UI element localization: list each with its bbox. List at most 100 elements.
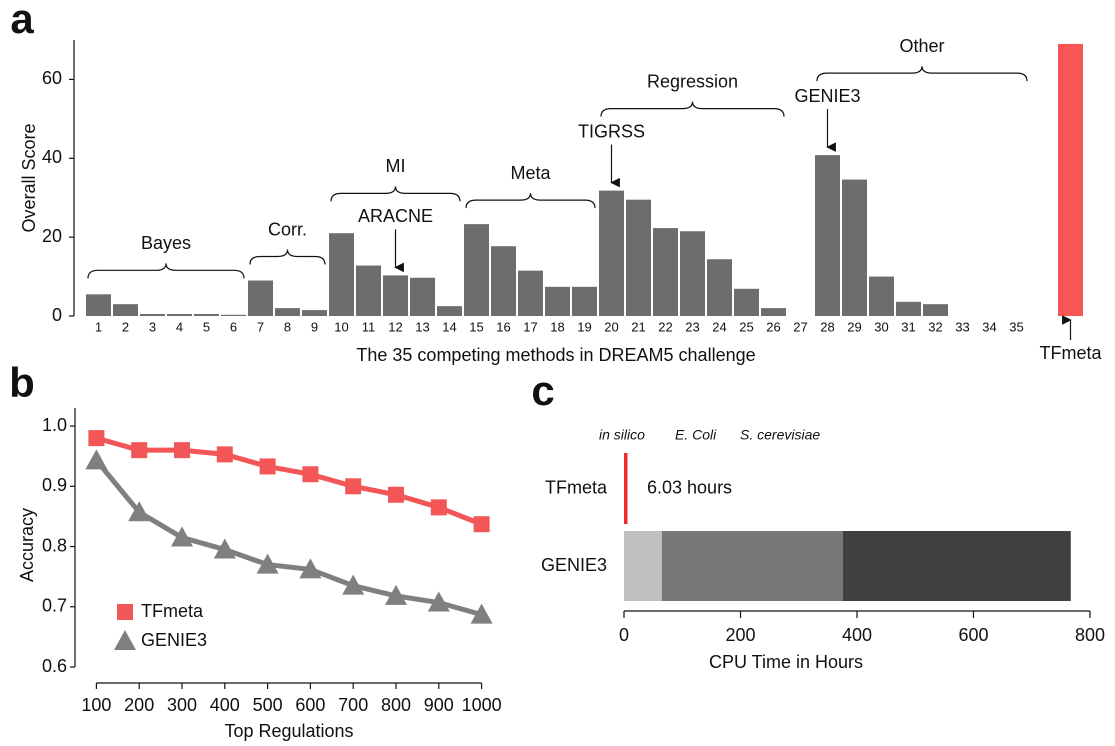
marker [302, 466, 319, 483]
bar [194, 314, 219, 316]
bar [869, 276, 894, 316]
bar [437, 306, 462, 316]
bar [275, 308, 300, 316]
series-line [94, 458, 483, 618]
marker [256, 553, 279, 574]
x-tick-label: 200 [124, 695, 154, 715]
group-bracket [600, 101, 785, 117]
annotation-label: ARACNE [358, 206, 433, 226]
bar [1058, 43, 1083, 316]
marker [216, 446, 233, 463]
legend-label: in silico [599, 427, 645, 443]
x-tick-label: 4 [176, 319, 183, 334]
x-tick-label: 20 [604, 319, 618, 334]
marker [174, 442, 190, 459]
x-tick-label: 32 [928, 319, 942, 334]
x-tick-label: 19 [577, 319, 591, 334]
bar [356, 265, 381, 316]
marker [388, 486, 404, 503]
bar [626, 199, 651, 316]
y-tick-label: 1.0 [42, 415, 67, 435]
bar [167, 314, 192, 316]
x-tick-label: 14 [442, 319, 456, 334]
group-label: Other [899, 36, 944, 56]
x-tick-label: 300 [167, 695, 197, 715]
y-tick-label: 0 [52, 305, 62, 325]
bar [140, 314, 165, 316]
marker [131, 442, 148, 459]
marker [345, 478, 362, 495]
y-tick-label: 0.8 [42, 535, 67, 555]
group-label: Corr. [268, 219, 307, 239]
marker [299, 558, 322, 579]
bar [815, 155, 840, 316]
y-tick-label: 0.6 [42, 656, 67, 676]
marker [430, 499, 447, 516]
bar [572, 286, 597, 316]
x-tick-label: 12 [388, 319, 402, 334]
x-tick-label: 600 [958, 625, 988, 645]
legend-label: S. cerevisiae [740, 427, 820, 443]
x-tick-label: 200 [725, 625, 755, 645]
bar [518, 270, 543, 316]
x-tick-label: TFmeta [1039, 343, 1102, 363]
bar [464, 224, 489, 316]
series-line [95, 435, 483, 527]
x-tick-label: 22 [658, 319, 672, 334]
annotation-label: GENIE3 [794, 86, 860, 106]
marker [171, 526, 193, 547]
y-tick-label: 0.7 [42, 596, 67, 616]
x-tick-label: 400 [842, 625, 872, 645]
x-tick-label: 1 [95, 319, 102, 334]
x-tick-label: 26 [766, 319, 780, 334]
x-tick-label: 11 [362, 319, 376, 334]
group-label: Regression [647, 71, 738, 91]
y-tick-label: 40 [42, 147, 62, 167]
panel-letter: a [10, 0, 34, 42]
group-bracket [465, 193, 596, 209]
category-label: TFmeta [545, 477, 608, 497]
x-tick-label: 28 [820, 319, 834, 334]
marker [213, 538, 236, 559]
x-tick-label: 24 [712, 319, 726, 334]
x-tick-label: 2 [122, 319, 129, 334]
bar [680, 231, 705, 316]
bar [707, 259, 732, 316]
x-tick-label: 900 [424, 695, 454, 715]
x-tick-label: 9 [311, 319, 318, 334]
group-bracket [87, 263, 245, 279]
legend-marker [114, 630, 136, 650]
group-bracket [330, 186, 461, 202]
bar [86, 294, 111, 316]
panel-letter: c [531, 367, 554, 414]
x-tick-label: 33 [955, 319, 969, 334]
y-axis-title: Overall Score [19, 123, 39, 232]
x-tick-label: 8 [284, 319, 291, 334]
bar [491, 246, 516, 316]
x-tick-label: 400 [210, 695, 240, 715]
x-tick-label: 800 [381, 695, 411, 715]
category-label: GENIE3 [541, 555, 607, 575]
bar [221, 314, 246, 316]
x-tick-label: 23 [685, 319, 699, 334]
group-bracket [816, 66, 1028, 82]
marker [259, 458, 276, 475]
x-tick-label: 700 [338, 695, 368, 715]
bar [923, 304, 948, 316]
bar-segment [843, 531, 1071, 601]
marker [385, 584, 407, 605]
x-tick-label: 16 [496, 319, 510, 334]
x-tick-label: 30 [874, 319, 888, 334]
x-tick-label: 600 [295, 695, 325, 715]
group-label: Meta [510, 163, 551, 183]
x-tick-label: 5 [203, 319, 210, 334]
x-tick-label: 34 [982, 319, 996, 334]
group-bracket [249, 249, 326, 265]
x-tick-label: 10 [334, 319, 348, 334]
bar-segment [661, 531, 844, 601]
x-tick-label: 7 [257, 319, 264, 334]
bar [302, 310, 327, 316]
bar [761, 308, 786, 316]
bar [734, 288, 759, 316]
